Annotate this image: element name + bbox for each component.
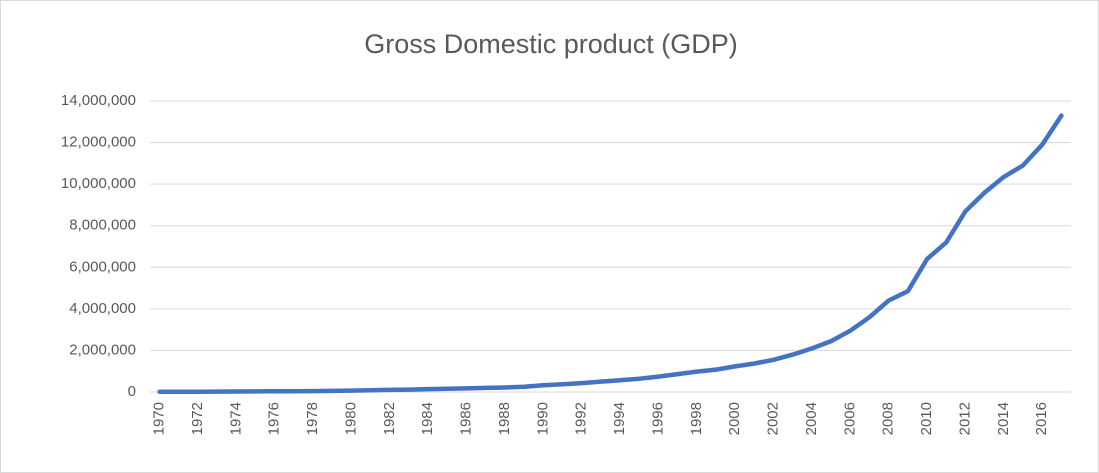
x-tick-label: 1992 [573,402,590,435]
x-tick-label: 1986 [458,402,475,435]
y-tick-label: 2,000,000 [69,341,136,358]
data-line [157,113,1064,395]
x-tick-label: 2002 [765,402,782,435]
x-tick-label: 1978 [304,402,321,435]
x-tick-label: 1990 [534,402,551,435]
x-tick-label: 1974 [227,402,244,435]
x-tick-label: 1972 [189,402,206,435]
x-tick-label: 1988 [496,402,513,435]
y-tick-label: 10,000,000 [61,175,136,192]
y-tick-label: 14,000,000 [61,92,136,109]
y-tick-label: 0 [128,383,136,400]
y-tick-label: 6,000,000 [69,258,136,275]
y-tick-label: 8,000,000 [69,217,136,234]
x-tick-label: 1970 [151,402,168,435]
x-tick-label: 2016 [1033,402,1050,435]
x-tick-label: 2004 [803,402,820,435]
x-tick-label: 1980 [342,402,359,435]
x-tick-label: 1996 [649,402,666,435]
x-tick-label: 1976 [266,402,283,435]
chart-title: Gross Domestic product (GDP) [364,29,738,59]
x-tick-label: 1982 [381,402,398,435]
y-tick-label: 4,000,000 [69,300,136,317]
x-tick-label: 2008 [880,402,897,435]
x-tick-label: 1984 [419,402,436,435]
x-tick-label: 2014 [995,402,1012,435]
x-tick-label: 1998 [688,402,705,435]
x-tick-label: 2006 [841,402,858,435]
x-tick-label: 2010 [918,402,935,435]
x-tick-label: 2000 [726,402,743,435]
x-tick-label: 2012 [956,402,973,435]
y-tick-label: 12,000,000 [61,134,136,151]
x-tick-label: 1994 [611,402,628,435]
